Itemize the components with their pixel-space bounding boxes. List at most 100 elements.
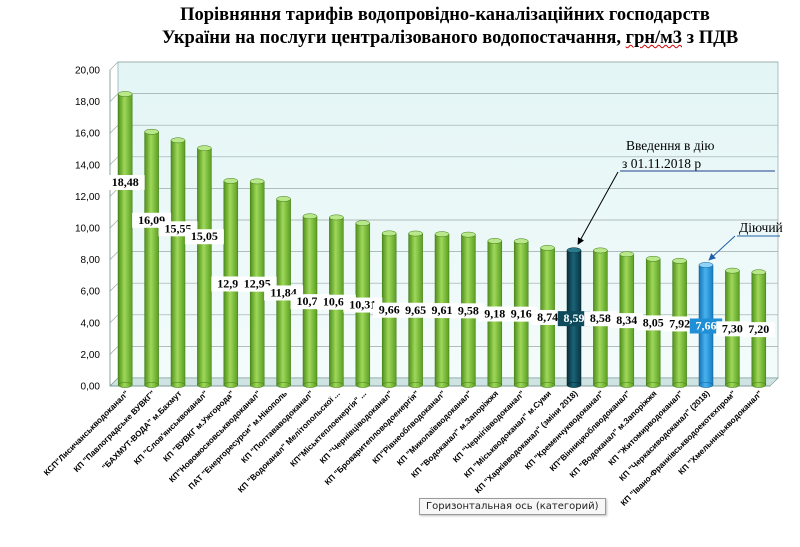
bar-top (593, 247, 608, 254)
axis-tooltip: Горизонтальная ось (категорий) (419, 498, 606, 515)
bar-base (276, 382, 291, 388)
bar-base (329, 382, 344, 388)
bar-top (434, 231, 450, 238)
bar-base (355, 382, 371, 388)
bar-base (672, 382, 687, 388)
bar-base (751, 382, 767, 388)
bar-base (381, 382, 397, 388)
bar-base (408, 382, 423, 388)
data-label: 9,66 (379, 303, 400, 317)
title-unit: грн/м3 (625, 28, 683, 48)
bar[interactable] (117, 93, 133, 386)
bar-top (645, 255, 661, 262)
bar-base (223, 382, 239, 388)
bar-top (540, 245, 555, 251)
bar-top (698, 262, 714, 268)
bar-base (249, 382, 265, 388)
data-label-bg (184, 229, 224, 245)
y-tick-label: 2,00 (81, 350, 101, 361)
bar-top (329, 214, 344, 221)
bar-base (645, 382, 661, 388)
data-label: 7,30 (722, 321, 743, 335)
bar-top (672, 258, 687, 264)
bar-top (197, 145, 212, 152)
bar-base (197, 382, 212, 388)
x-tick-label: ПАТ "Енергоресурси" м.Нікополь (187, 389, 289, 491)
data-label: 12,98 (217, 276, 244, 290)
bar-top (751, 269, 767, 276)
data-label-bg (505, 306, 538, 322)
data-label-bg (663, 316, 696, 332)
annotation-label-1: Введення в дію (626, 138, 714, 153)
data-label: 8,34 (616, 313, 637, 327)
data-label: 8,05 (643, 315, 664, 329)
bar-base (144, 382, 159, 388)
y-tick-label: 14,00 (75, 160, 100, 171)
bar-base (619, 382, 635, 388)
data-label: 10,31 (349, 298, 376, 312)
y-tick-label: 8,00 (81, 255, 101, 266)
bar-top (513, 238, 529, 245)
title-line-2-main: України на послуги централізованого водо… (161, 28, 626, 48)
data-label-bg (610, 313, 643, 329)
data-label-bg (478, 306, 511, 322)
data-label: 12,95 (244, 277, 271, 291)
bar-top (461, 231, 476, 238)
bar-base (593, 382, 608, 388)
bar[interactable] (170, 140, 186, 386)
data-label-bg (531, 309, 564, 325)
bar-top (566, 247, 582, 254)
data-label-bg (689, 318, 723, 334)
bar-top (249, 178, 265, 185)
title-line-1: Порівняння тарифів водопровідно-каналіза… (180, 5, 710, 25)
annotation-label-1b: з 01.11.2018 р (622, 156, 701, 171)
data-label-bg (425, 303, 459, 319)
y-tick-label: 12,00 (75, 192, 100, 203)
data-label-bg (399, 302, 432, 318)
data-label-bg (584, 311, 617, 327)
data-label-bg (742, 322, 775, 338)
bar-base (725, 382, 740, 388)
bar-top (117, 91, 133, 97)
data-label: 7,20 (748, 322, 769, 336)
bar-top (144, 128, 159, 135)
data-label: 9,65 (405, 303, 426, 317)
x-tick-label: КП "Броваритепловодоенергія" (323, 389, 421, 487)
data-label: 10,67 (323, 295, 350, 309)
bar[interactable] (197, 147, 212, 386)
bar-base (566, 382, 582, 388)
data-label-bg (716, 321, 749, 337)
bar-top (223, 178, 239, 184)
y-tick-label: 18,00 (75, 97, 100, 108)
y-tick-label: 16,00 (75, 129, 100, 140)
data-label-bg (557, 311, 591, 327)
bar-base (170, 382, 186, 388)
data-label: 16,09 (138, 213, 165, 227)
bar-base (461, 382, 476, 388)
data-label-bg (452, 303, 485, 319)
bar-top (355, 220, 371, 226)
data-label: 15,05 (191, 229, 218, 243)
bar-base (698, 382, 714, 388)
data-label: 8,59 (564, 311, 585, 325)
bar-top (381, 230, 397, 237)
y-tick-label: 6,00 (81, 287, 101, 298)
y-tick-label: 20,00 (75, 66, 100, 77)
bar-top (408, 230, 423, 237)
data-label: 15,55 (165, 221, 192, 235)
gridline (109, 61, 778, 71)
annotation-label-2: Діючий (739, 220, 783, 235)
chart-title: Порівняння тарифів водопровідно-каналіза… (100, 4, 790, 50)
data-label: 8,58 (590, 311, 611, 325)
bar-base (302, 382, 318, 388)
bar-top (170, 137, 186, 144)
data-label-bg (343, 297, 383, 313)
data-label-bg (105, 175, 145, 191)
data-label: 8,74 (537, 310, 558, 324)
bar-base (117, 382, 133, 388)
data-label: 7,66 (696, 318, 717, 332)
bar-top (487, 238, 503, 244)
bar[interactable] (144, 131, 159, 386)
bar-base (434, 382, 450, 388)
